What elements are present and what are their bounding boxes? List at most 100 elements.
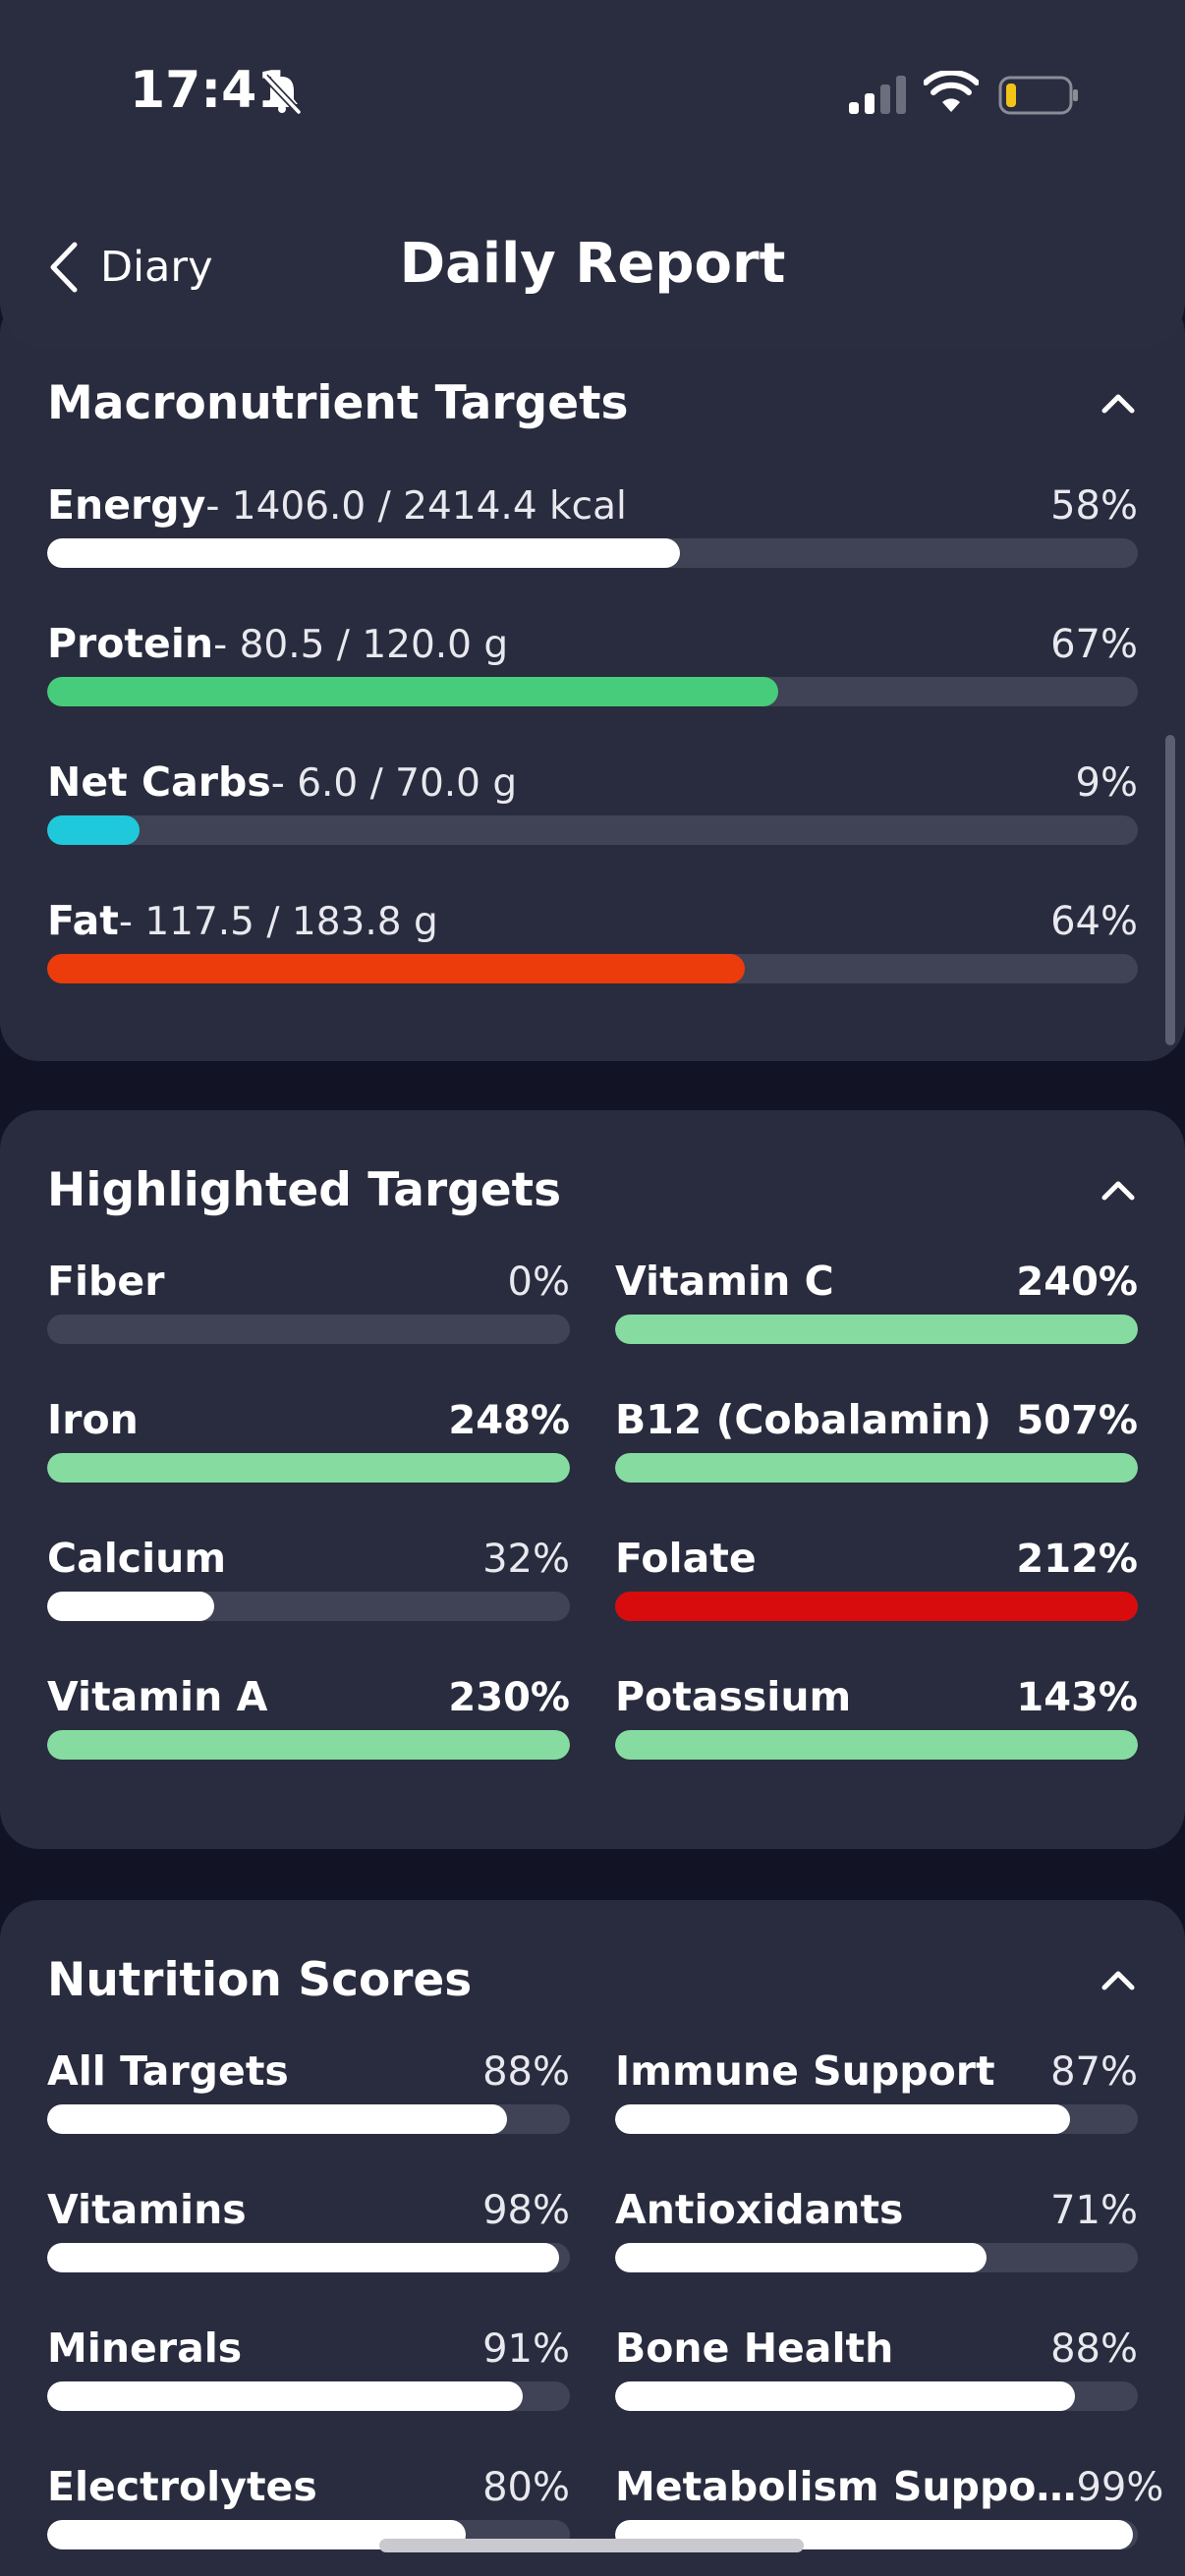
cellular-signal-icon [849, 76, 906, 114]
progress-fill [615, 1315, 1138, 1344]
wifi-icon [924, 71, 979, 112]
progress-track [615, 1315, 1138, 1344]
progress-track [47, 815, 1138, 845]
highlighted-targets-card: Highlighted Targets Fiber 0% Vitamin C 240%… [0, 1110, 1185, 1849]
progress-track [615, 1592, 1138, 1621]
progress-track [47, 2104, 570, 2134]
highlighted-targets-header[interactable]: Highlighted Targets [47, 1155, 1138, 1224]
highlighted-name: Calcium [47, 1535, 227, 1582]
score-row: Electrolytes 80% [47, 2463, 570, 2561]
progress-fill [47, 1453, 570, 1483]
score-row: Minerals 91% [47, 2324, 570, 2423]
progress-track [47, 954, 1138, 983]
progress-fill [47, 1730, 570, 1760]
home-indicator [379, 2539, 804, 2552]
card-title: Macronutrient Targets [47, 375, 629, 430]
highlighted-row: Potassium 143% [615, 1673, 1138, 1771]
score-name: Immune Support [615, 2047, 995, 2095]
progress-fill [615, 2243, 987, 2272]
card-title: Highlighted Targets [47, 1162, 562, 1217]
score-name: Vitamins [47, 2186, 247, 2233]
highlighted-name: Fiber [47, 1258, 165, 1305]
progress-track [47, 1592, 570, 1621]
highlighted-row: Vitamin C 240% [615, 1258, 1138, 1356]
score-percent: 88% [482, 2049, 570, 2095]
progress-fill [47, 2243, 560, 2272]
score-name: Electrolytes [47, 2463, 317, 2510]
macro-detail: - 1406.0 / 2414.4 kcal [205, 484, 627, 529]
progress-track [47, 677, 1138, 706]
score-row: Immune Support 87% [615, 2047, 1138, 2146]
scrollbar[interactable] [1165, 735, 1175, 1045]
highlighted-name: B12 (Cobalamin) [615, 1396, 992, 1443]
highlighted-name: Potassium [615, 1673, 852, 1720]
chevron-left-icon [50, 242, 78, 293]
highlighted-percent: 32% [482, 1537, 570, 1582]
highlighted-percent: 240% [1016, 1260, 1138, 1305]
progress-fill [47, 677, 778, 706]
highlighted-row: Iron 248% [47, 1396, 570, 1494]
progress-fill [47, 1592, 215, 1621]
progress-fill [47, 2381, 524, 2411]
macro-row-protein: Protein- 80.5 / 120.0 g 67% [47, 620, 1138, 718]
macro-name: Fat [47, 897, 119, 944]
macro-detail: - 80.5 / 120.0 g [213, 623, 509, 667]
highlighted-percent: 230% [448, 1675, 570, 1720]
bell-slash-icon [262, 74, 302, 115]
progress-track [615, 2381, 1138, 2411]
score-row: Bone Health 88% [615, 2324, 1138, 2423]
progress-fill [615, 2104, 1070, 2134]
macro-name: Energy [47, 481, 206, 529]
back-label: Diary [100, 243, 213, 292]
score-percent: 71% [1050, 2188, 1138, 2233]
progress-fill [615, 1730, 1138, 1760]
status-time: 17:41 [130, 61, 293, 120]
macro-percent: 64% [1050, 899, 1138, 944]
top-navigation-bar: 17:41 Diary Daily [0, 0, 1185, 349]
score-name: All Targets [47, 2047, 289, 2095]
macro-name: Net Carbs [47, 758, 271, 806]
score-name: Bone Health [615, 2324, 894, 2372]
macro-percent: 67% [1050, 622, 1138, 667]
highlighted-name: Vitamin C [615, 1258, 834, 1305]
chevron-up-icon[interactable] [1099, 383, 1138, 422]
score-row: All Targets 88% [47, 2047, 570, 2146]
macronutrient-targets-header[interactable]: Macronutrient Targets [47, 368, 1138, 437]
progress-track [47, 1453, 570, 1483]
back-button[interactable]: Diary [47, 236, 213, 299]
highlighted-row: Calcium 32% [47, 1535, 570, 1633]
macro-percent: 58% [1050, 483, 1138, 529]
score-percent: 88% [1050, 2326, 1138, 2372]
highlighted-row: B12 (Cobalamin) 507% [615, 1396, 1138, 1494]
highlighted-name: Iron [47, 1396, 139, 1443]
macro-row-energy: Energy- 1406.0 / 2414.4 kcal 58% [47, 481, 1138, 580]
score-name: Antioxidants [615, 2186, 904, 2233]
progress-fill [47, 538, 680, 568]
macronutrient-targets-card: Macronutrient Targets Energy- 1406.0 / 2… [0, 295, 1185, 1061]
progress-fill [615, 2381, 1076, 2411]
highlighted-percent: 0% [507, 1260, 570, 1305]
progress-track [615, 2243, 1138, 2272]
highlighted-row: Vitamin A 230% [47, 1673, 570, 1771]
chevron-up-icon[interactable] [1099, 1170, 1138, 1209]
progress-fill [47, 815, 141, 845]
macro-percent: 9% [1075, 760, 1138, 806]
progress-fill [47, 954, 746, 983]
nutrition-scores-header[interactable]: Nutrition Scores [47, 1945, 1138, 2014]
macro-detail: - 117.5 / 183.8 g [118, 900, 438, 944]
highlighted-percent: 248% [448, 1398, 570, 1443]
progress-track [47, 538, 1138, 568]
macro-name: Protein [47, 620, 214, 667]
score-percent: 91% [482, 2326, 570, 2372]
highlighted-percent: 143% [1016, 1675, 1138, 1720]
score-row: Antioxidants 71% [615, 2186, 1138, 2284]
highlighted-row: Folate 212% [615, 1535, 1138, 1633]
macro-detail: - 6.0 / 70.0 g [270, 761, 518, 806]
chevron-up-icon[interactable] [1099, 1960, 1138, 1999]
score-percent: 87% [1050, 2049, 1138, 2095]
progress-fill [47, 2104, 508, 2134]
progress-track [47, 2381, 570, 2411]
progress-track [615, 1453, 1138, 1483]
progress-fill [615, 1592, 1138, 1621]
